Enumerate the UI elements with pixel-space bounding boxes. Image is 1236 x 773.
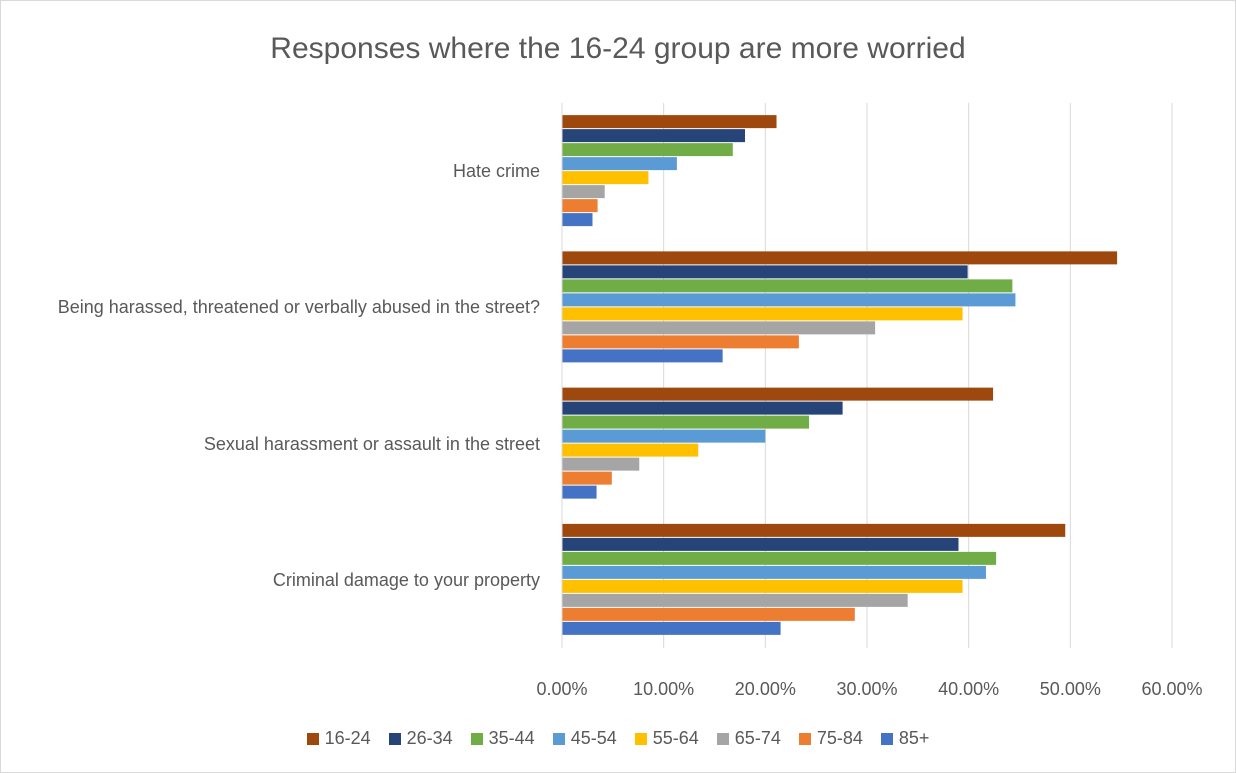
bar xyxy=(562,579,963,593)
bar xyxy=(562,185,605,199)
legend-item: 35-44 xyxy=(470,728,535,749)
bar xyxy=(562,607,855,621)
bar xyxy=(562,349,723,363)
category-label: Being harassed, threatened or verbally a… xyxy=(57,297,540,318)
chart-title: Responses where the 16-24 group are more… xyxy=(270,32,965,65)
bar xyxy=(562,551,997,565)
bar xyxy=(562,307,963,321)
legend-swatch xyxy=(798,732,811,745)
legend-swatch xyxy=(470,732,483,745)
bar xyxy=(562,171,649,185)
bar xyxy=(562,279,1013,293)
x-tick-label: 0.00% xyxy=(536,679,587,699)
bar xyxy=(562,265,968,279)
legend: 16-24 26-34 35-44 45-54 55-64 65-74 75-84 85+ xyxy=(0,728,1236,749)
legend-swatch xyxy=(552,732,565,745)
bar xyxy=(562,213,593,227)
legend-label: 26-34 xyxy=(406,728,453,748)
legend-swatch xyxy=(716,732,729,745)
bar xyxy=(562,199,598,213)
bar xyxy=(562,457,640,471)
legend-item: 55-64 xyxy=(634,728,699,749)
legend-label: 45-54 xyxy=(570,728,617,748)
bar xyxy=(562,415,810,429)
bar xyxy=(562,115,777,129)
bar xyxy=(562,251,1118,265)
legend-swatch xyxy=(634,732,647,745)
bar xyxy=(562,485,597,499)
bar xyxy=(562,321,876,335)
category-label: Criminal damage to your property xyxy=(272,569,540,590)
x-tick-label: 60.00% xyxy=(1141,679,1202,699)
bar xyxy=(562,621,781,635)
bar xyxy=(562,387,994,401)
legend-item: 45-54 xyxy=(552,728,617,749)
legend-swatch xyxy=(880,732,893,745)
bar xyxy=(562,523,1066,537)
bar xyxy=(562,443,699,457)
bar xyxy=(562,157,677,171)
legend-label: 75-84 xyxy=(816,728,863,748)
x-tick-label: 10.00% xyxy=(633,679,694,699)
legend-label: 16-24 xyxy=(324,728,371,748)
bar xyxy=(562,129,745,143)
legend-item: 16-24 xyxy=(306,728,371,749)
legend-swatch xyxy=(306,732,319,745)
bar xyxy=(562,537,959,551)
legend-item: 75-84 xyxy=(798,728,863,749)
bar xyxy=(562,335,799,349)
bar xyxy=(562,143,733,157)
bar xyxy=(562,429,766,443)
legend-label: 55-64 xyxy=(652,728,699,748)
legend-swatch xyxy=(388,732,401,745)
x-tick-label: 30.00% xyxy=(836,679,897,699)
bar xyxy=(562,565,986,579)
bar xyxy=(562,471,612,485)
legend-label: 65-74 xyxy=(734,728,781,748)
category-label: Sexual harassment or assault in the stre… xyxy=(203,433,540,454)
legend-item: 85+ xyxy=(880,728,930,749)
legend-item: 26-34 xyxy=(388,728,453,749)
legend-item: 65-74 xyxy=(716,728,781,749)
category-label: Hate crime xyxy=(452,161,540,182)
x-tick-label: 40.00% xyxy=(938,679,999,699)
bar xyxy=(562,401,843,415)
bar xyxy=(562,293,1016,307)
x-tick-label: 50.00% xyxy=(1040,679,1101,699)
legend-label: 35-44 xyxy=(488,728,535,748)
legend-label: 85+ xyxy=(898,728,930,748)
x-tick-label: 20.00% xyxy=(735,679,796,699)
bar xyxy=(562,593,908,607)
